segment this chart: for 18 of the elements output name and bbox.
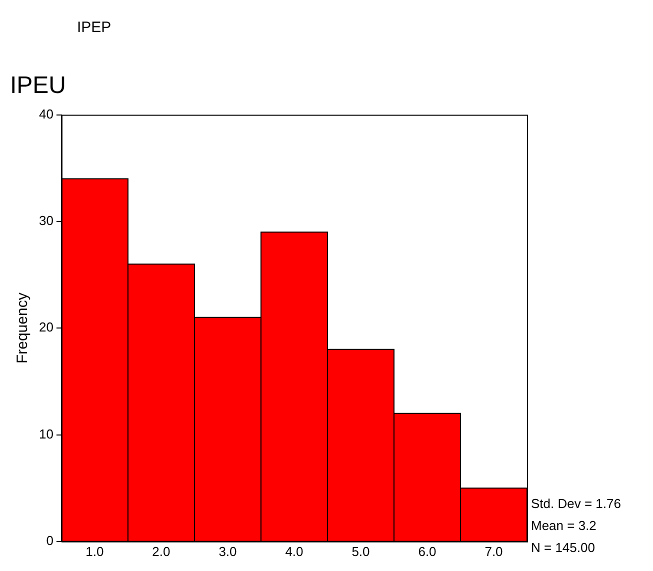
x-tick-label: 1.0 <box>86 544 104 559</box>
y-axis-title: Frequency <box>14 292 32 364</box>
text: N = 145.00 <box>531 540 595 555</box>
y-tick-label: 0 <box>46 532 54 548</box>
text: IPEP <box>77 19 112 36</box>
y-tick-label: 30 <box>38 213 54 228</box>
x-tick-label: 2.0 <box>152 544 170 559</box>
y-tick-label: 20 <box>38 320 54 335</box>
x-tick-label: 7.0 <box>484 544 503 559</box>
y-tick-label: 10 <box>38 426 54 442</box>
y-tick-label: 40 <box>38 106 54 122</box>
x-tick-label: 6.0 <box>418 544 436 559</box>
x-tick-label: 4.0 <box>285 544 304 559</box>
chart-title: IPEU <box>10 72 66 100</box>
text: Mean = 3.2 <box>531 518 596 533</box>
x-tick-label: 5.0 <box>352 544 370 559</box>
x-tick-label: 3.0 <box>218 544 237 559</box>
text: Std. Dev = 1.76 <box>531 496 621 511</box>
